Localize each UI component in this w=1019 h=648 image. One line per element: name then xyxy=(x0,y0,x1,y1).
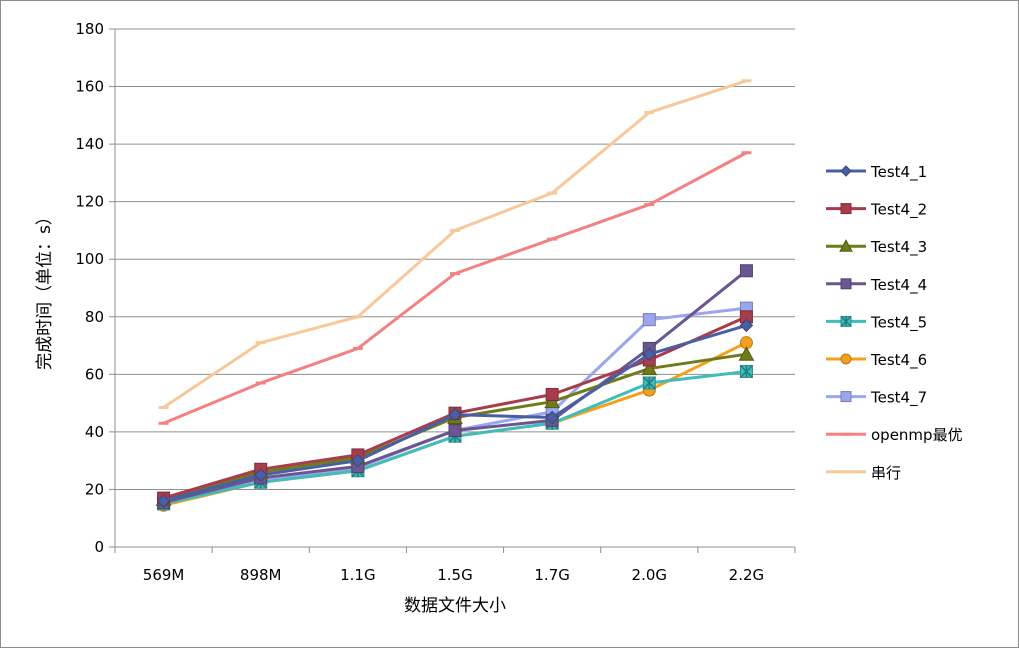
y-tick-label: 140 xyxy=(75,135,104,153)
data-point xyxy=(739,264,753,278)
y-tick-label: 40 xyxy=(85,423,104,441)
legend-item: Test4_7 xyxy=(826,389,927,408)
data-point xyxy=(448,423,462,437)
data-point xyxy=(642,347,656,361)
legend-marker xyxy=(840,165,852,177)
legend-label: Test4_6 xyxy=(870,351,927,370)
x-tick-labels: 569M 898M 1.1G 1.5G 1.7G 2.0G 2.2G xyxy=(143,566,764,584)
legend-marker xyxy=(839,239,853,252)
data-point xyxy=(448,407,462,422)
legend-label: Test4_4 xyxy=(870,276,927,295)
legend-label: Test4_2 xyxy=(870,201,927,220)
y-tick-label: 180 xyxy=(75,20,104,38)
x-tick-label: 898M xyxy=(240,566,282,584)
data-point xyxy=(642,313,656,327)
data-point xyxy=(739,364,753,378)
legend-marker xyxy=(840,203,852,215)
legend-item: 串行 xyxy=(826,464,901,482)
legend-marker xyxy=(840,391,852,403)
x-axis-title: 数据文件大小 xyxy=(404,596,506,616)
legend-item: Test4_3 xyxy=(826,238,927,257)
x-tick-label: 569M xyxy=(143,566,185,584)
y-tick-label: 160 xyxy=(75,78,104,96)
legend: Test4_1 Test4_2 Test4_3 Test4_4 Test4_5 Test4… xyxy=(826,163,963,482)
y-tick-labels: 0 20 40 60 80 100 120 140 160 180 xyxy=(75,20,104,556)
legend-item: Test4_1 xyxy=(826,163,927,182)
series-openmp xyxy=(158,151,752,425)
series-line xyxy=(162,79,748,409)
y-tick-label: 0 xyxy=(94,538,104,556)
series-test4-4 xyxy=(157,264,753,509)
legend-item: Test4_4 xyxy=(826,276,927,295)
data-point xyxy=(738,346,755,361)
legend-label: openmp最优 xyxy=(871,426,963,444)
y-tick-label: 120 xyxy=(75,193,104,211)
axes xyxy=(109,28,796,553)
data-point xyxy=(351,453,365,468)
legend-marker xyxy=(840,353,852,365)
legend-label: 串行 xyxy=(871,464,901,482)
data-point xyxy=(545,387,559,401)
legend-marker xyxy=(840,315,852,327)
legend-label: Test4_1 xyxy=(870,163,927,182)
legend-item: openmp最优 xyxy=(826,426,963,444)
series-test4-1 xyxy=(156,318,754,508)
legend-label: Test4_3 xyxy=(870,238,927,257)
series-s8 xyxy=(158,79,752,409)
x-tick-label: 2.2G xyxy=(729,566,764,584)
legend-label: Test4_5 xyxy=(870,313,927,332)
data-point xyxy=(739,318,754,333)
y-tick-label: 60 xyxy=(85,365,104,383)
data-point xyxy=(642,376,656,390)
y-axis-title: 完成时间（单位：s） xyxy=(35,208,55,370)
y-tick-label: 80 xyxy=(85,308,104,326)
y-tick-label: 100 xyxy=(75,250,104,268)
x-tick-label: 1.1G xyxy=(340,566,375,584)
legend-item: Test4_6 xyxy=(826,351,927,370)
data-point xyxy=(156,494,171,508)
legend-item: Test4_5 xyxy=(826,313,927,332)
data-point xyxy=(641,360,658,376)
legend-label: Test4_7 xyxy=(870,389,927,408)
series-test4-5 xyxy=(157,364,753,511)
legend-item: Test4_2 xyxy=(826,201,927,220)
data-point xyxy=(545,410,559,425)
legend-marker xyxy=(840,278,852,290)
data-point xyxy=(544,393,560,409)
y-tick-label: 20 xyxy=(85,480,104,498)
data-point xyxy=(254,468,268,482)
x-tick-label: 1.7G xyxy=(534,566,569,584)
x-tick-label: 2.0G xyxy=(632,566,667,584)
x-tick-label: 1.5G xyxy=(437,566,472,584)
series-group xyxy=(155,79,755,512)
